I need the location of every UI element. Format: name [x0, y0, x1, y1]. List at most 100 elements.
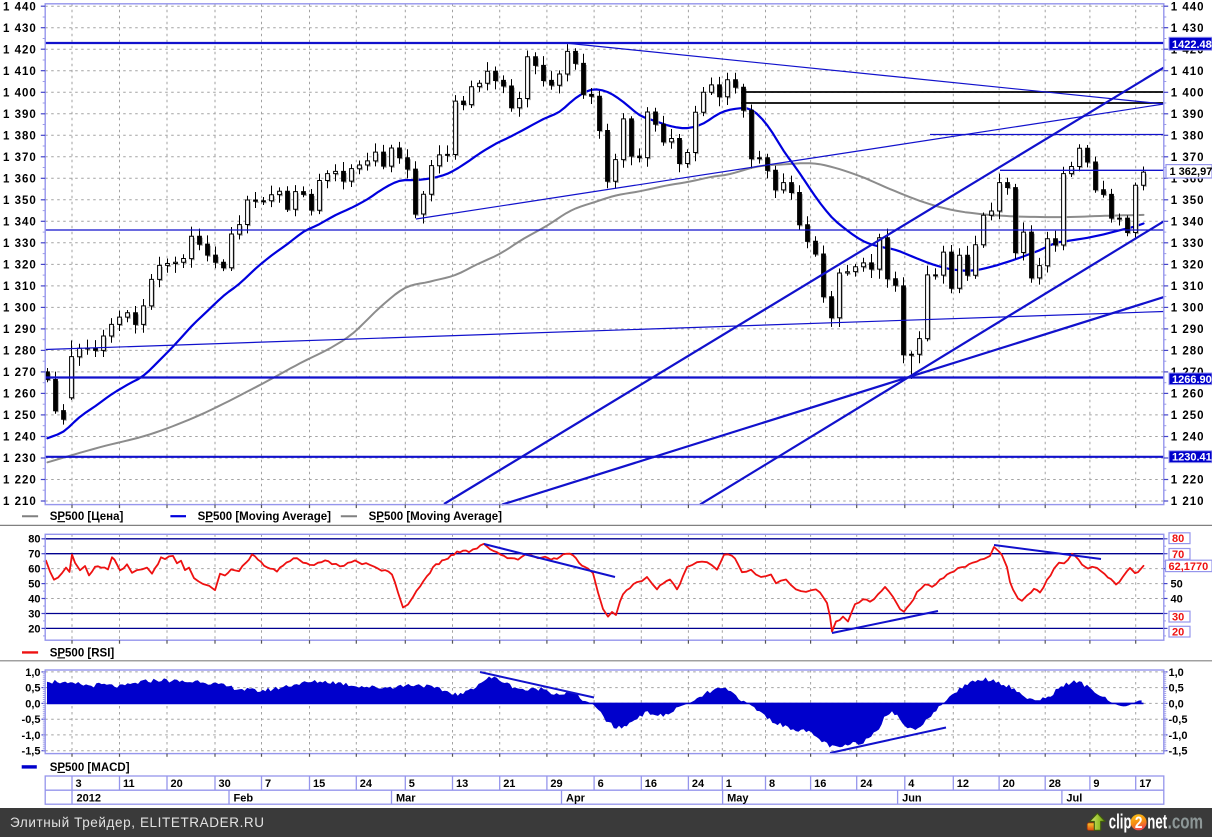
svg-text:1 250: 1 250: [3, 410, 37, 422]
svg-text:1 330: 1 330: [1171, 238, 1205, 250]
svg-text:1 440: 1 440: [3, 1, 37, 13]
svg-text:24: 24: [360, 778, 373, 790]
svg-text:1 410: 1 410: [3, 66, 37, 78]
svg-text:12: 12: [957, 778, 969, 790]
svg-text:1 340: 1 340: [1171, 216, 1205, 228]
svg-text:net: net: [1147, 811, 1167, 833]
svg-text:1422.48: 1422.48: [1172, 39, 1212, 51]
svg-text:20: 20: [171, 778, 183, 790]
svg-text:.com: .com: [1168, 811, 1203, 834]
svg-text:1 390: 1 390: [1171, 109, 1205, 121]
svg-text:1 290: 1 290: [3, 324, 37, 336]
svg-text:80: 80: [28, 534, 40, 546]
svg-text:1 240: 1 240: [1171, 432, 1205, 444]
svg-text:1 230: 1 230: [3, 453, 37, 465]
svg-text:0,0: 0,0: [1169, 698, 1184, 710]
svg-text:2012: 2012: [77, 792, 101, 804]
svg-text:1 370: 1 370: [3, 152, 37, 164]
svg-text:21: 21: [503, 778, 515, 790]
svg-text:clip: clip: [1109, 811, 1132, 833]
svg-text:1 300: 1 300: [3, 303, 37, 315]
svg-text:1 210: 1 210: [3, 496, 37, 508]
svg-text:1 410: 1 410: [1171, 66, 1205, 78]
svg-text:0,5: 0,5: [25, 683, 40, 695]
svg-text:1 310: 1 310: [1171, 281, 1205, 293]
svg-text:28: 28: [1049, 778, 1061, 790]
svg-text:1 290: 1 290: [1171, 324, 1205, 336]
svg-text:5: 5: [409, 778, 415, 790]
svg-text:6: 6: [598, 778, 604, 790]
svg-text:-0,5: -0,5: [1169, 714, 1188, 726]
svg-text:SP500 [RSI]: SP500 [RSI]: [50, 647, 115, 659]
svg-text:1 400: 1 400: [3, 87, 37, 99]
svg-text:1 280: 1 280: [3, 346, 37, 358]
svg-text:1 220: 1 220: [1171, 475, 1205, 487]
svg-text:30: 30: [219, 778, 231, 790]
svg-text:70: 70: [1172, 549, 1184, 561]
svg-text:20: 20: [1172, 627, 1184, 639]
svg-text:SP500 [MACD]: SP500 [MACD]: [50, 762, 130, 774]
svg-text:Mar: Mar: [396, 792, 416, 804]
svg-text:-1,0: -1,0: [22, 730, 41, 742]
svg-text:0,5: 0,5: [1169, 683, 1184, 695]
svg-text:15: 15: [313, 778, 325, 790]
svg-text:11: 11: [123, 778, 135, 790]
svg-text:1 440: 1 440: [1171, 1, 1205, 13]
svg-text:Feb: Feb: [234, 792, 254, 804]
svg-text:40: 40: [1171, 593, 1183, 605]
svg-text:50: 50: [1171, 579, 1183, 591]
svg-text:1 260: 1 260: [3, 389, 37, 401]
svg-text:3: 3: [76, 778, 82, 790]
svg-text:1,0: 1,0: [1169, 667, 1184, 679]
svg-text:1 270: 1 270: [3, 367, 37, 379]
svg-text:20: 20: [28, 623, 40, 635]
svg-text:Элитный Трейдер, ELITETRADER.R: Элитный Трейдер, ELITETRADER.RU: [10, 815, 265, 830]
svg-text:1 320: 1 320: [3, 260, 37, 272]
svg-text:50: 50: [28, 579, 40, 591]
svg-text:May: May: [727, 792, 749, 804]
svg-text:8: 8: [769, 778, 775, 790]
svg-text:13: 13: [456, 778, 468, 790]
svg-text:30: 30: [1172, 612, 1184, 624]
svg-text:1 300: 1 300: [1171, 303, 1205, 315]
svg-text:1 260: 1 260: [1171, 389, 1205, 401]
svg-text:30: 30: [28, 608, 40, 620]
svg-text:Jun: Jun: [902, 792, 922, 804]
svg-text:1 360: 1 360: [3, 173, 37, 185]
svg-text:-1,5: -1,5: [22, 746, 41, 758]
svg-text:Apr: Apr: [566, 792, 586, 804]
svg-text:40: 40: [28, 593, 40, 605]
svg-text:1 210: 1 210: [1171, 496, 1205, 508]
svg-text:1 310: 1 310: [3, 281, 37, 293]
svg-text:0,0: 0,0: [25, 698, 40, 710]
svg-text:29: 29: [550, 778, 562, 790]
svg-text:1 330: 1 330: [3, 238, 37, 250]
svg-text:1230.41: 1230.41: [1172, 452, 1212, 464]
svg-text:24: 24: [692, 778, 705, 790]
svg-text:1 350: 1 350: [3, 195, 37, 207]
svg-text:1 220: 1 220: [3, 475, 37, 487]
svg-text:1 430: 1 430: [1171, 23, 1205, 35]
svg-text:24: 24: [860, 778, 873, 790]
svg-text:2: 2: [1135, 814, 1143, 833]
svg-text:1 362,97: 1 362,97: [1170, 166, 1212, 178]
svg-text:70: 70: [28, 549, 40, 561]
svg-text:80: 80: [1172, 533, 1184, 545]
svg-text:-1,0: -1,0: [1169, 730, 1188, 742]
svg-text:17: 17: [1139, 778, 1151, 790]
svg-text:-1,5: -1,5: [1169, 746, 1188, 758]
svg-text:1 370: 1 370: [1171, 152, 1205, 164]
svg-text:1: 1: [726, 778, 732, 790]
svg-text:SP500 [Moving Average]: SP500 [Moving Average]: [198, 511, 332, 523]
svg-text:16: 16: [814, 778, 826, 790]
svg-text:1 420: 1 420: [3, 44, 37, 56]
svg-text:1266.90: 1266.90: [1172, 374, 1212, 386]
svg-text:1 390: 1 390: [3, 109, 37, 121]
svg-text:62,1770: 62,1770: [1169, 561, 1209, 573]
svg-text:60: 60: [28, 564, 40, 576]
svg-text:20: 20: [1003, 778, 1015, 790]
svg-text:1 400: 1 400: [1171, 87, 1205, 99]
svg-text:-0,5: -0,5: [22, 714, 41, 726]
svg-text:7: 7: [265, 778, 271, 790]
svg-text:1 340: 1 340: [3, 216, 37, 228]
